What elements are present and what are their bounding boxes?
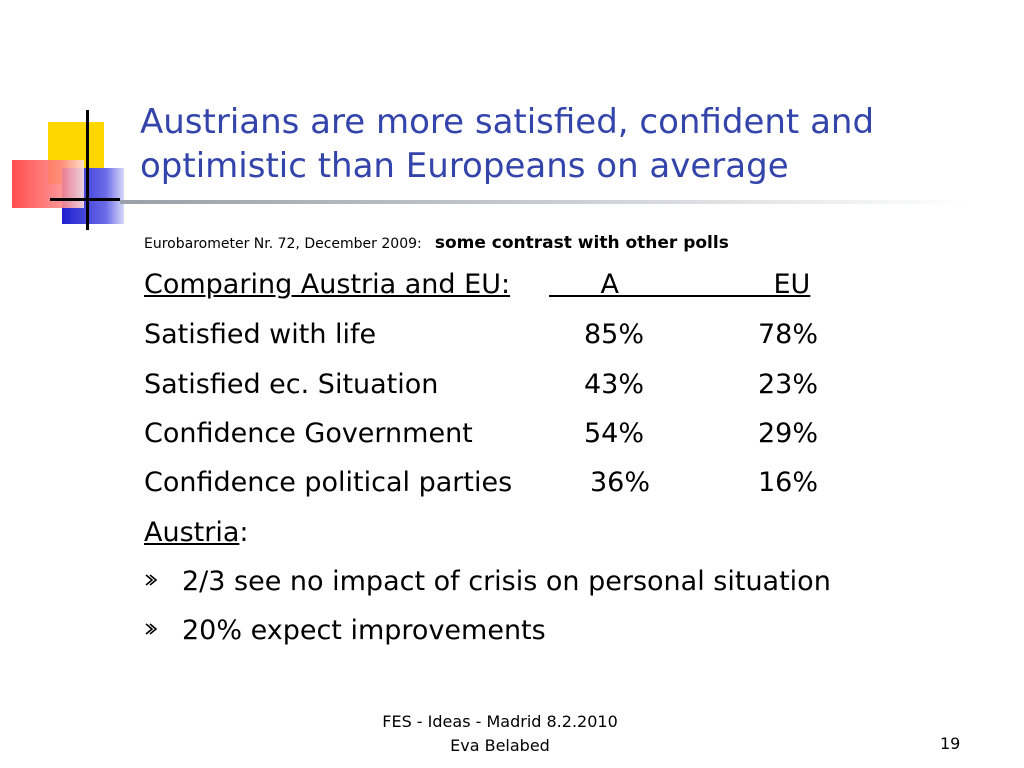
logo-vertical-line [86, 110, 89, 230]
table-row: Satisfied with life 85% 78% [144, 318, 844, 354]
title-divider [120, 200, 970, 204]
list-item: 2/3 see no impact of crisis on personal … [144, 565, 924, 601]
austria-heading: Austria: [144, 516, 444, 552]
row-value-eu: 78% [758, 319, 819, 350]
chevron-bullet-icon [145, 623, 158, 635]
row-value-eu: 16% [758, 467, 819, 498]
source-citation: Eurobarometer Nr. 72, December 2009: [144, 236, 422, 252]
row-value-eu: 23% [758, 369, 819, 400]
source-note: some contrast with other polls [434, 233, 729, 253]
row-label: Confidence political parties [144, 467, 513, 498]
chevron-bullet-icon [145, 574, 158, 586]
slide-logo [0, 0, 140, 240]
row-value-eu: 29% [758, 418, 819, 449]
page-number: 19 [940, 734, 961, 753]
row-label: Satisfied ec. Situation [144, 369, 439, 400]
bullet-text: 20% expect improvements [182, 615, 546, 646]
title-line-2: optimistic than Europeans on average [140, 146, 789, 186]
row-label: Satisfied with life [144, 319, 377, 350]
row-label: Confidence Government [144, 418, 473, 449]
table-row: Confidence Government 54% 29% [144, 417, 844, 453]
footer-author: Eva Belabed [450, 736, 550, 755]
row-value-a: 36% [590, 467, 651, 498]
logo-horizontal-line [50, 198, 120, 201]
slide-title: Austrians are more satisfied, confident … [140, 100, 1000, 188]
source-line: Eurobarometer Nr. 72, December 2009: som… [144, 233, 729, 253]
slide-footer: FES - Ideas - Madrid 8.2.2010 Eva Belabe… [360, 710, 640, 758]
table-row: Confidence political parties 36% 16% [144, 466, 844, 502]
title-line-1: Austrians are more satisfied, confident … [140, 102, 875, 142]
table-row: Satisfied ec. Situation 43% 23% [144, 368, 844, 404]
austria-heading-colon: : [239, 517, 249, 548]
row-value-a: 43% [584, 369, 645, 400]
table-header-col-a: A EU [600, 269, 811, 300]
table-header-label: Comparing Austria and EU: [144, 269, 511, 300]
table-header: Comparing Austria and EU: A EU [144, 268, 824, 304]
list-item: 20% expect improvements [144, 614, 924, 650]
footer-event: FES - Ideas - Madrid 8.2.2010 [382, 712, 618, 731]
row-value-a: 85% [584, 319, 645, 350]
row-value-a: 54% [584, 418, 645, 449]
bullet-text: 2/3 see no impact of crisis on personal … [182, 566, 831, 597]
austria-heading-label: Austria [144, 517, 240, 548]
